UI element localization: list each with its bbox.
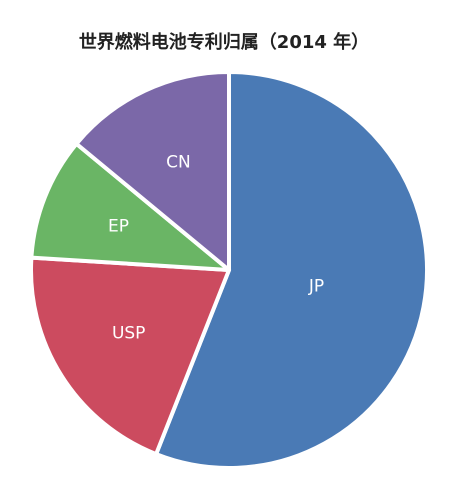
slice-label: CN xyxy=(166,153,191,173)
pie-slice xyxy=(74,70,231,272)
pie-slice xyxy=(154,70,429,470)
pie-slice xyxy=(29,141,231,272)
slice-label: USP xyxy=(112,324,146,344)
pie-slice xyxy=(29,255,231,457)
chart-title: 世界燃料电池专利归属（2014 年） xyxy=(79,31,369,53)
slice-label: EP xyxy=(108,216,129,236)
slice-label: JP xyxy=(308,277,324,297)
